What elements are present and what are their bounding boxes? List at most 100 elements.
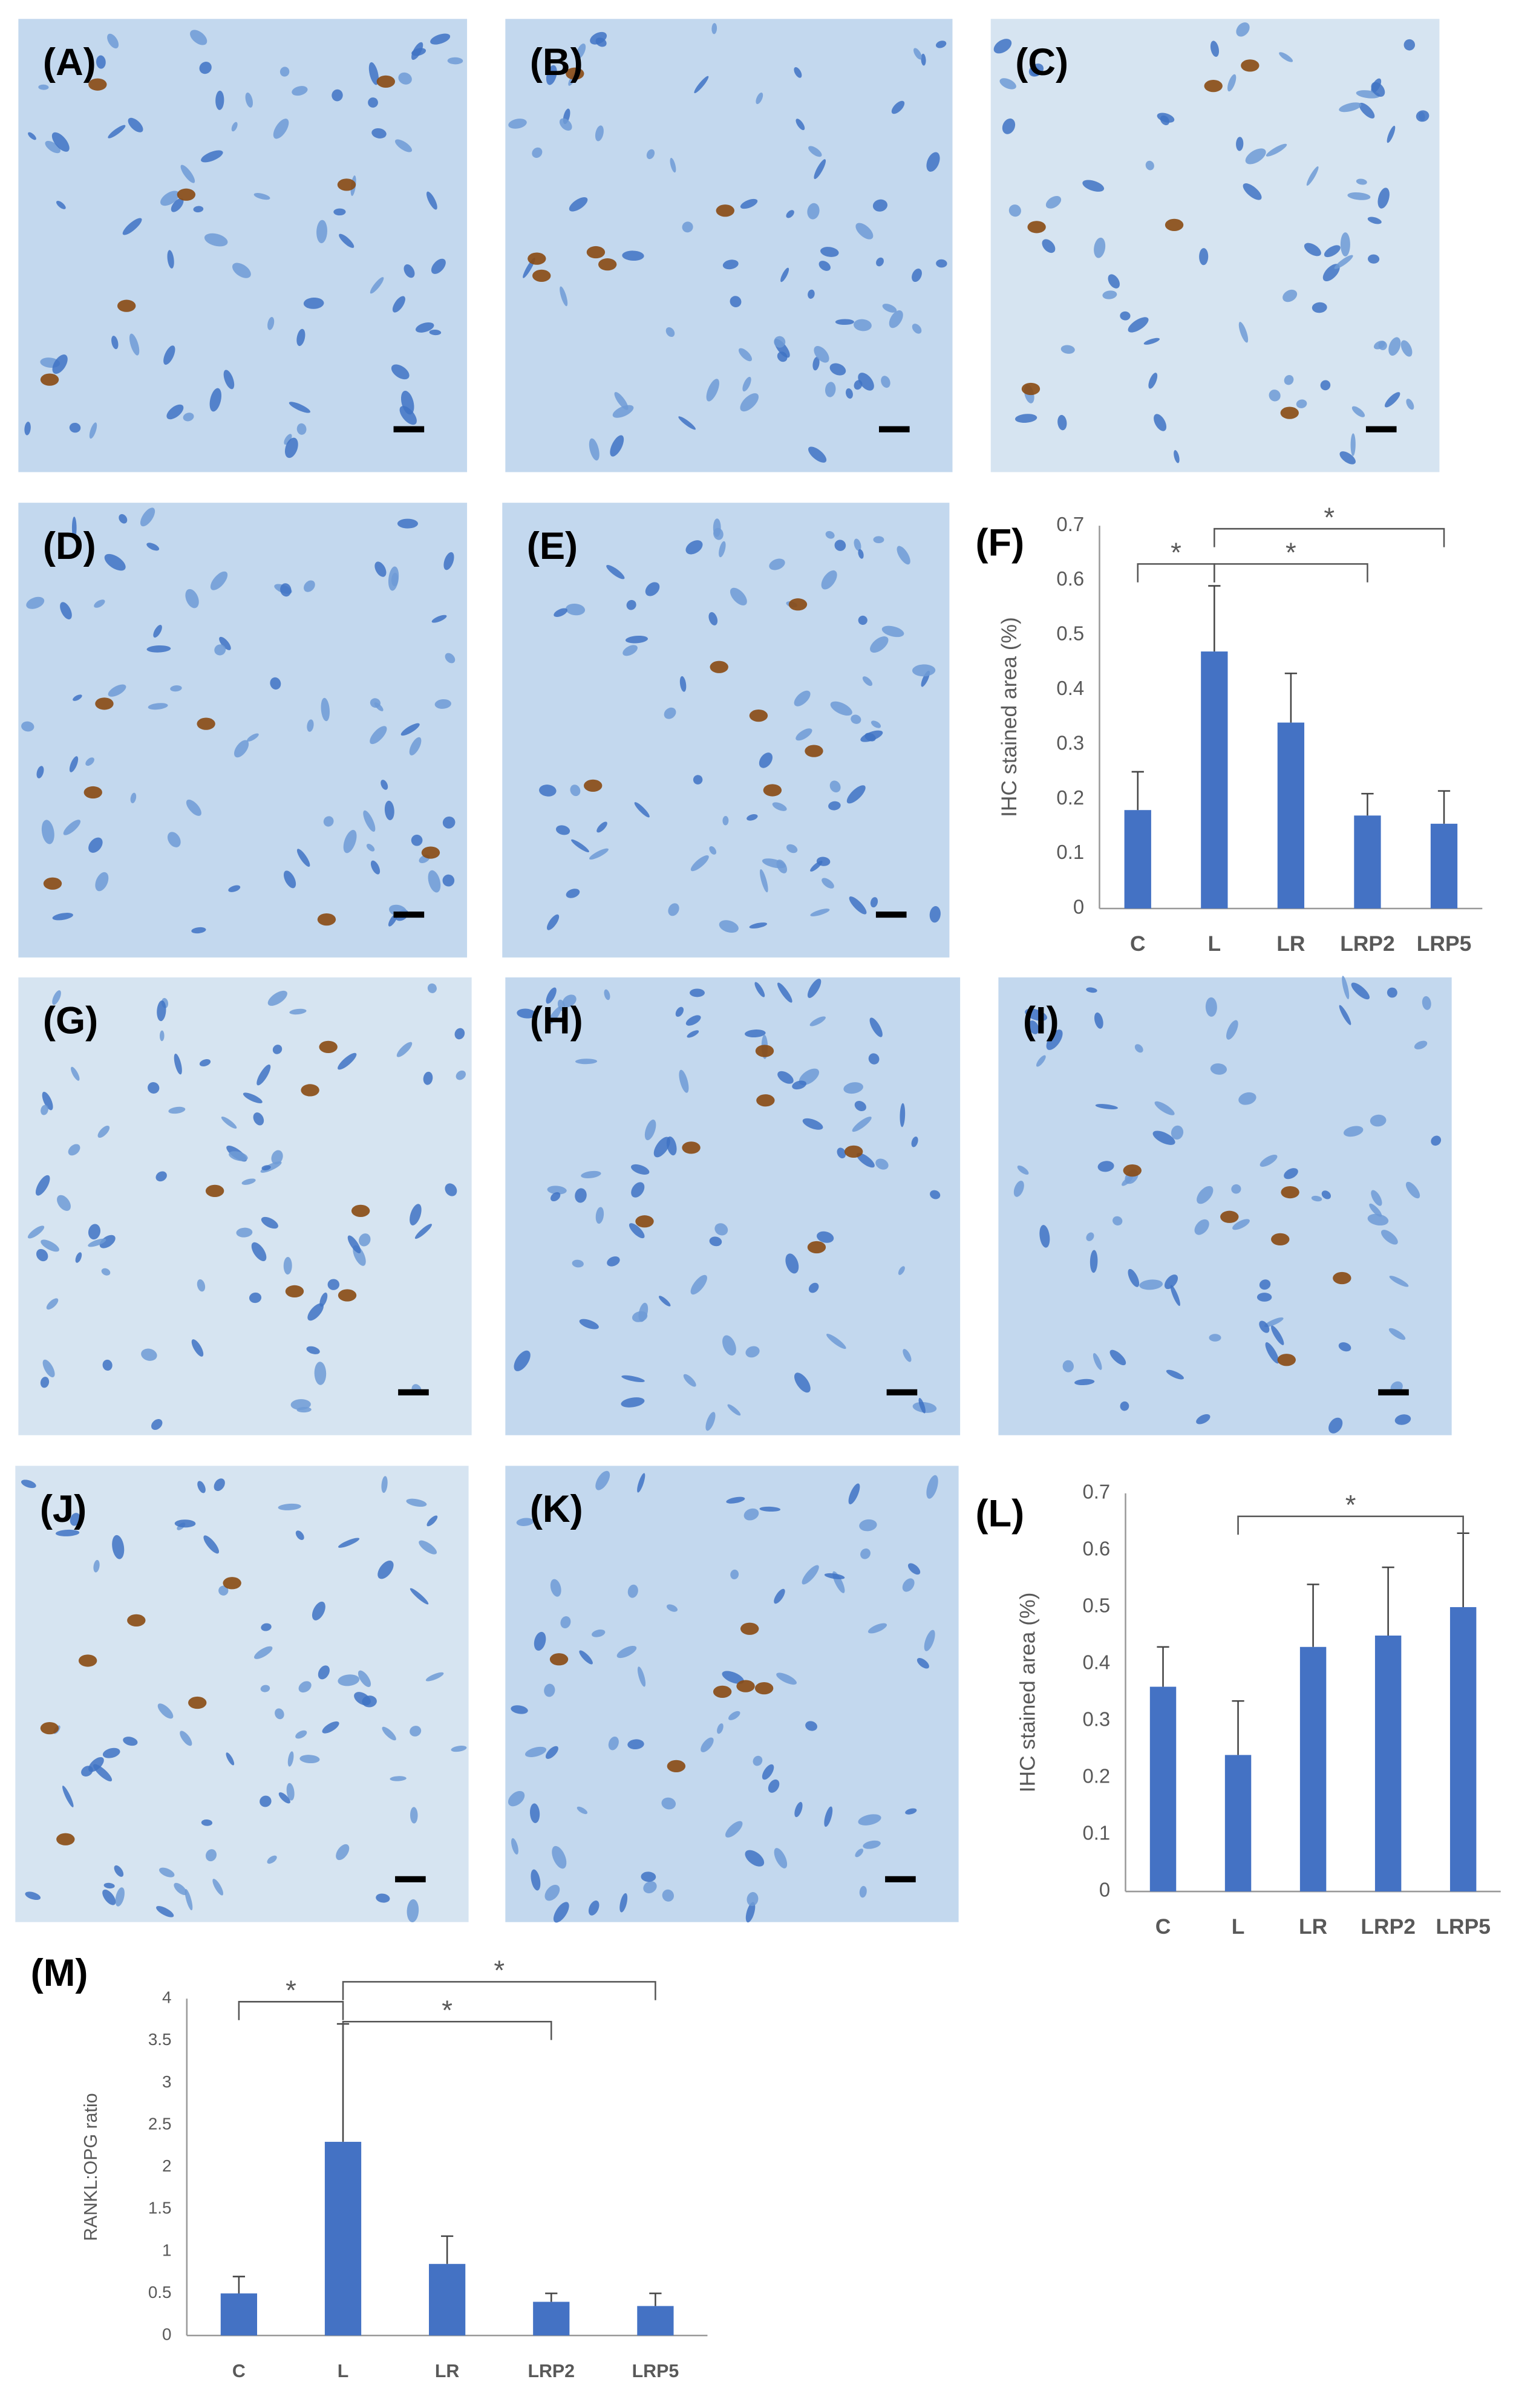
nucleus (637, 1666, 646, 1687)
nucleus (1046, 1029, 1063, 1050)
nucleus (157, 1000, 166, 1022)
nucleus (794, 1802, 803, 1818)
nucleus (559, 118, 572, 131)
tissue-background (502, 503, 950, 958)
nucleus (1042, 239, 1056, 253)
stained-cell (736, 1680, 755, 1692)
nucleus (1367, 217, 1382, 224)
stained-cell (749, 709, 768, 722)
nucleus (89, 422, 97, 439)
tissue-background (18, 19, 468, 472)
nucleus (547, 1006, 562, 1025)
nucleus (167, 250, 174, 269)
nucleus (825, 530, 835, 539)
nucleus (572, 1259, 584, 1268)
stained-cell (788, 598, 808, 611)
scale-bar (1365, 426, 1397, 432)
nucleus (1340, 232, 1350, 256)
nucleus (295, 1530, 304, 1540)
nucleus (296, 1407, 312, 1413)
nucleus (426, 191, 437, 210)
nucleus (1205, 997, 1217, 1017)
nucleus (747, 1892, 759, 1907)
nucleus (97, 1126, 110, 1138)
nucleus (566, 889, 580, 898)
y-tick-label: 0.4 (1056, 677, 1084, 699)
nucleus (754, 982, 765, 997)
nucleus (157, 1703, 174, 1719)
nucleus (508, 1790, 525, 1807)
nucleus (307, 719, 314, 732)
nucleus (679, 676, 687, 692)
nucleus (794, 690, 811, 706)
nucleus (434, 699, 451, 709)
nucleus (303, 297, 324, 309)
nucleus (1174, 450, 1180, 463)
nucleus (762, 1764, 774, 1780)
nucleus (271, 1150, 283, 1165)
micrograph: (C) (990, 19, 1440, 472)
nucleus (907, 1563, 921, 1575)
tissue-background (18, 977, 472, 1435)
x-tick-label: LRP5 (632, 2361, 679, 2381)
nucleus (824, 1806, 833, 1827)
nucleus (419, 1540, 437, 1555)
nucleus (796, 119, 805, 131)
panel-label: (K) (530, 1488, 583, 1530)
nucleus (163, 345, 175, 365)
nucleus (128, 117, 143, 132)
nucleus (745, 1346, 760, 1358)
nucleus (93, 1559, 100, 1573)
nucleus (338, 1538, 360, 1548)
nucleus (774, 1588, 785, 1604)
nucleus (810, 909, 830, 916)
stained-cell (635, 1215, 654, 1228)
nucleus (661, 1797, 676, 1810)
nucleus (174, 1519, 196, 1528)
nucleus (1245, 148, 1266, 165)
x-tick-label: LRP5 (1436, 1914, 1491, 1939)
panel-label: (I) (1023, 1000, 1059, 1042)
nucleus (560, 1616, 571, 1628)
x-tick-label: LRP2 (528, 2361, 575, 2381)
nucleus (168, 1106, 186, 1114)
nucleus (236, 1227, 253, 1238)
nucleus (921, 53, 926, 66)
nucleus (24, 422, 31, 436)
nucleus (41, 820, 54, 844)
nucleus (114, 1865, 124, 1877)
nucleus (571, 839, 589, 853)
nucleus (808, 289, 815, 299)
nucleus (204, 233, 228, 247)
nucleus (926, 1475, 938, 1499)
nucleus (442, 874, 455, 887)
nucleus (717, 1723, 724, 1734)
stained-cell (566, 67, 584, 80)
nucleus (1148, 373, 1158, 389)
bar (324, 2141, 362, 2336)
nucleus (88, 1238, 106, 1247)
nucleus (860, 1548, 871, 1559)
nucleus (93, 1764, 113, 1782)
stained-cell (1165, 218, 1184, 231)
stained-cell (1271, 1233, 1290, 1246)
nucleus (826, 1334, 846, 1349)
x-tick-label: LRP2 (1340, 932, 1395, 956)
nucleus (370, 698, 381, 708)
panel-label: (B) (530, 41, 583, 83)
nucleus (1036, 1055, 1046, 1067)
nucleus (1304, 243, 1321, 256)
stained-cell (716, 204, 734, 217)
nucleus (546, 987, 557, 1004)
nucleus (849, 896, 867, 915)
nucleus (881, 625, 904, 638)
nucleus (916, 1657, 929, 1669)
nucleus (283, 870, 296, 889)
nucleus (108, 684, 126, 697)
nucleus (1094, 1012, 1103, 1029)
significance-label: * (494, 1955, 505, 1986)
nucleus (575, 1188, 587, 1203)
nucleus (1108, 274, 1120, 289)
nucleus (36, 766, 44, 778)
nucleus (913, 48, 922, 60)
